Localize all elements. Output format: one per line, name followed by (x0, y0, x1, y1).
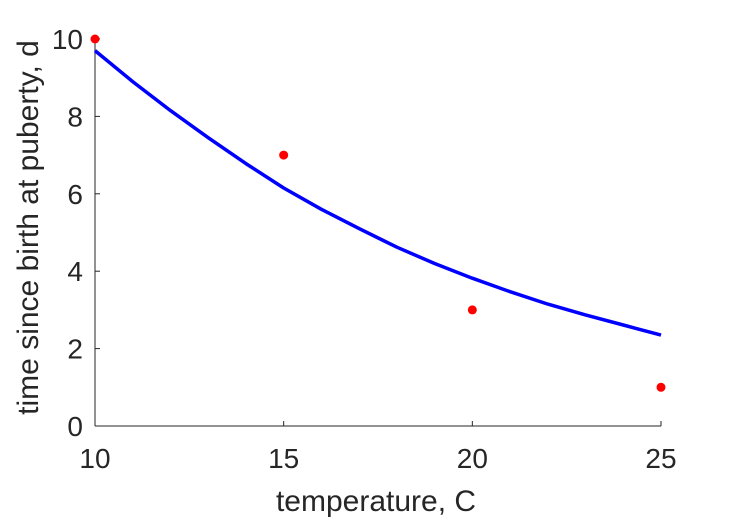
y-tick-label: 0 (67, 411, 83, 442)
data-point (467, 305, 477, 315)
x-tick-label: 25 (645, 443, 676, 474)
fit-curve (93, 49, 662, 337)
y-tick-label: 6 (67, 179, 83, 210)
y-tick-label: 2 (67, 334, 83, 365)
data-point (279, 150, 289, 160)
y-tick-label: 8 (67, 101, 83, 132)
x-tick-label: 10 (79, 443, 110, 474)
data-point (90, 34, 100, 44)
x-tick-label: 20 (457, 443, 488, 474)
axes (94, 39, 661, 427)
y-tick-label: 4 (67, 256, 83, 287)
x-tick-label: 15 (268, 443, 299, 474)
ticks: 10 15 20 25 0 2 4 6 8 10 (52, 24, 677, 474)
data-point (656, 382, 666, 392)
x-axis-label: temperature, C (276, 485, 476, 518)
y-tick-label: 10 (52, 24, 83, 55)
series (90, 34, 666, 392)
y-axis-label: time since birth at puberty, d (12, 40, 45, 415)
